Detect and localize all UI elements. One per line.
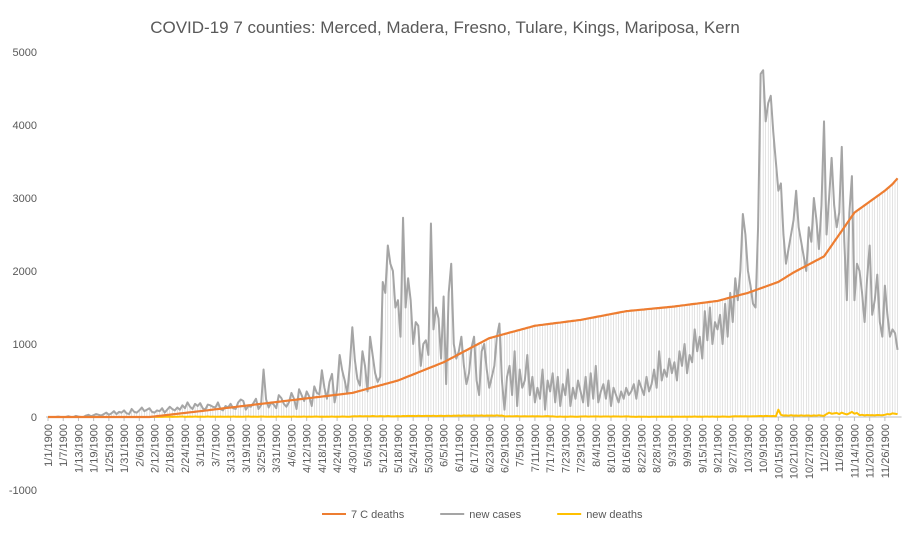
- x-tick-label: 11/8/1900: [834, 424, 846, 472]
- x-tick-label: 7/11/1900: [530, 424, 542, 472]
- y-tick-label: -1000: [9, 485, 37, 497]
- x-tick-label: 11/20/1900: [865, 424, 877, 478]
- x-tick-label: 5/6/1900: [363, 424, 375, 467]
- x-tick-label: 8/16/1900: [621, 424, 633, 473]
- x-tick-label: 1/13/1900: [73, 424, 85, 473]
- x-tick-label: 10/9/1900: [758, 424, 770, 473]
- x-tick-label: 5/12/1900: [378, 424, 390, 473]
- x-tick-label: 9/15/1900: [697, 424, 709, 473]
- x-tick-label: 2/12/1900: [150, 424, 162, 473]
- x-tick-label: 8/28/1900: [652, 424, 664, 473]
- x-tick-label: 6/11/1900: [454, 424, 466, 472]
- legend-label: new deaths: [586, 509, 643, 521]
- x-tick-label: 8/4/1900: [591, 424, 603, 467]
- x-tick-label: 6/17/1900: [469, 424, 481, 473]
- x-tick-label: 4/6/1900: [286, 424, 298, 467]
- x-tick-label: 9/27/1900: [728, 424, 740, 473]
- x-tick-label: 10/21/1900: [789, 424, 801, 479]
- x-tick-label: 7/5/1900: [515, 424, 527, 467]
- x-tick-label: 9/3/1900: [667, 424, 679, 467]
- x-tick-label: 11/26/1900: [880, 424, 892, 478]
- x-tick-label: 11/2/1900: [819, 424, 831, 472]
- series-line: [48, 69, 899, 418]
- y-tick-label: 0: [31, 412, 37, 424]
- x-tick-label: 1/25/1900: [104, 424, 116, 473]
- x-tick-label: 7/29/1900: [576, 424, 588, 473]
- x-tick-label: 6/23/1900: [484, 424, 496, 473]
- x-tick-label: 9/21/1900: [713, 424, 725, 473]
- x-tick-label: 6/29/1900: [499, 424, 511, 473]
- x-tick-label: 8/22/1900: [636, 424, 648, 473]
- x-tick-label: 1/7/1900: [58, 424, 70, 467]
- x-tick-label: 2/6/1900: [134, 424, 146, 467]
- x-tick-label: 10/15/1900: [773, 424, 785, 479]
- x-tick-label: 4/24/1900: [332, 424, 344, 473]
- x-tick-label: 3/1/1900: [195, 424, 207, 467]
- y-tick-label: 2000: [13, 266, 37, 278]
- x-tick-label: 4/30/1900: [347, 424, 359, 473]
- legend-label: new cases: [469, 509, 521, 521]
- legend-label: 7 C deaths: [351, 509, 405, 521]
- y-tick-label: 3000: [13, 193, 37, 205]
- y-tick-label: 5000: [13, 47, 37, 59]
- x-tick-label: 3/7/1900: [210, 424, 222, 467]
- x-tick-label: 3/31/1900: [271, 424, 283, 473]
- x-tick-label: 11/14/1900: [849, 424, 861, 478]
- y-tick-label: 1000: [13, 339, 37, 351]
- x-tick-label: 8/10/1900: [606, 424, 618, 473]
- x-tick-label: 7/23/1900: [560, 424, 572, 473]
- x-tick-label: 10/27/1900: [804, 424, 816, 479]
- x-tick-label: 9/9/1900: [682, 424, 694, 467]
- series-line: [48, 408, 898, 418]
- x-tick-label: 5/24/1900: [408, 424, 420, 473]
- x-tick-label: 6/5/1900: [439, 424, 451, 467]
- x-tick-label: 4/12/1900: [302, 424, 314, 473]
- x-tick-label: 4/18/1900: [317, 424, 329, 473]
- x-tick-label: 7/17/1900: [545, 424, 557, 473]
- x-tick-label: 10/3/1900: [743, 424, 755, 473]
- x-tick-label: 3/19/1900: [241, 424, 253, 473]
- x-tick-label: 2/24/1900: [180, 424, 192, 473]
- x-tick-label: 1/1/1900: [43, 424, 55, 467]
- series-line: [48, 177, 899, 419]
- x-tick-label: 5/18/1900: [393, 424, 405, 473]
- x-tick-label: 5/30/1900: [423, 424, 435, 473]
- x-tick-label: 3/25/1900: [256, 424, 268, 473]
- x-tick-label: 1/19/1900: [89, 424, 101, 473]
- x-tick-label: 1/31/1900: [119, 424, 131, 473]
- x-tick-label: 2/18/1900: [165, 424, 177, 473]
- chart-title: COVID-19 7 counties: Merced, Madera, Fre…: [150, 18, 740, 37]
- y-tick-label: 4000: [13, 120, 37, 132]
- x-tick-label: 3/13/1900: [226, 424, 238, 473]
